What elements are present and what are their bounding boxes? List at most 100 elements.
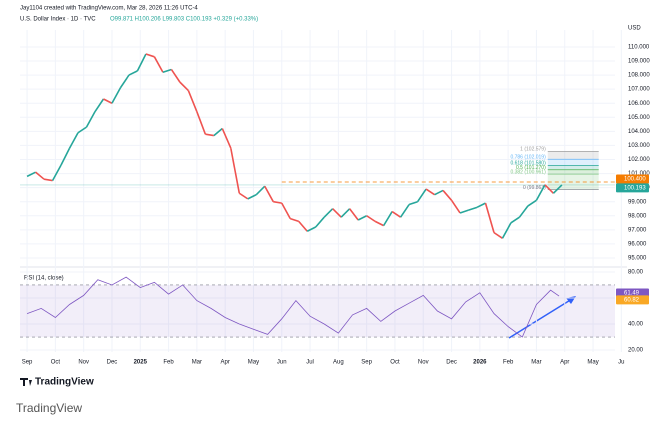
price-segment (382, 211, 393, 227)
price-segment (323, 208, 334, 218)
y-tick-label: 108.000 (628, 73, 650, 79)
rsi-title: RSI (14, close) (24, 276, 64, 282)
x-tick-label: May (587, 360, 598, 366)
x-tick-label: May (248, 360, 259, 366)
price-segment (85, 111, 96, 128)
x-tick-label: Feb (163, 360, 174, 366)
y-tick-label: 96.000 (628, 241, 647, 247)
y-tick-label: 107.000 (628, 87, 650, 93)
author-line: Jay1104 created with TradingView.com, Ma… (20, 6, 198, 12)
fib-label: 0.5 (101.270) (516, 165, 546, 171)
y-tick-label: 20.00 (628, 348, 644, 354)
price-segment (399, 204, 410, 218)
price-segment (374, 220, 384, 227)
price-segment (315, 216, 325, 228)
price-segment (332, 208, 342, 218)
x-tick-label: Sep (22, 360, 33, 366)
y-tick-label: 104.000 (628, 129, 650, 135)
fib-zone (547, 159, 599, 166)
price-tag (616, 183, 649, 193)
fib-zone (547, 169, 599, 175)
price-tag-label: 100.400 (624, 177, 646, 183)
price-segment (247, 193, 257, 200)
y-tick-label: 106.000 (628, 101, 650, 107)
x-tick-label: Nov (78, 360, 89, 366)
price-segment (349, 208, 359, 221)
price-segment (527, 199, 537, 207)
price-segment (162, 68, 172, 74)
x-tick-label: Apr (220, 360, 229, 366)
x-tick-label: Mar (192, 360, 202, 366)
price-segment (60, 147, 71, 166)
fib-label: 0.382 (100.961) (510, 169, 546, 175)
price-segment (306, 226, 317, 232)
price-segment (205, 133, 214, 137)
price-segment (425, 188, 436, 196)
price-segment (103, 98, 113, 104)
y-tick-label: 97.000 (628, 227, 647, 233)
price-tag-label: 61.49 (624, 291, 640, 297)
price-segment (230, 148, 241, 194)
price-segment (119, 74, 130, 89)
x-tick-label: Jul (306, 360, 314, 366)
rsi-line (26, 276, 560, 338)
price-tag (616, 174, 649, 184)
price-tag-label: 100.193 (624, 185, 646, 191)
x-tick-label: Dec (107, 360, 118, 366)
price-segment (340, 208, 351, 218)
price-segment (544, 184, 554, 194)
price-tag (616, 288, 649, 298)
price-segment (357, 215, 368, 221)
fib-label: 0.786 (102.019) (510, 155, 546, 161)
fib-zone (547, 151, 599, 160)
x-tick-label: 2026 (473, 360, 487, 366)
price-segment (408, 200, 418, 206)
price-segment (35, 171, 45, 180)
y-tick-label: 105.000 (628, 115, 650, 121)
price-segment (68, 132, 79, 149)
price-segment (264, 185, 274, 203)
price-segment (273, 200, 282, 204)
x-tick-label: Oct (390, 360, 400, 366)
x-tick-label: Oct (51, 360, 61, 366)
price-segment (77, 126, 87, 134)
x-tick-label: Aug (333, 360, 344, 366)
price-segment (459, 209, 469, 214)
rsi-band (20, 284, 615, 338)
price-segment (281, 202, 291, 219)
fib-zone (547, 165, 599, 170)
price-segment (484, 202, 495, 233)
y-tick-label: 101.000 (628, 171, 650, 177)
price-segment (128, 70, 138, 76)
price-segment (493, 231, 503, 239)
x-tick-label: 2025 (134, 360, 148, 366)
x-tick-label: Sep (361, 360, 372, 366)
price-segment (221, 128, 232, 149)
price-segment (213, 127, 223, 137)
trend-arrow (508, 298, 573, 339)
price-segment (94, 98, 105, 113)
logo-icon (20, 378, 32, 386)
price-segment (468, 206, 478, 211)
currency: USD (628, 26, 641, 32)
price-segment (196, 111, 207, 135)
price-segment (153, 56, 164, 73)
price-segment (238, 192, 249, 200)
x-tick-label: Dec (446, 360, 457, 366)
price-segment (136, 53, 147, 72)
y-tick-label: 95.000 (628, 256, 647, 262)
price-segment (442, 189, 453, 201)
symbol: U.S. Dollar Index · 1D · TVC (20, 17, 96, 23)
ohlc: O99.871 H100.206 L99.803 C100.193 +0.329… (110, 17, 258, 23)
y-tick-label: 110.000 (628, 45, 650, 51)
price-segment (391, 210, 402, 218)
caption: TradingView (16, 401, 82, 415)
price-segment (450, 199, 461, 214)
price-segment (170, 69, 181, 83)
price-segment (26, 171, 36, 178)
y-tick-label: 102.000 (628, 157, 650, 163)
price-segment (416, 188, 427, 203)
price-segment (366, 215, 376, 223)
price-segment (255, 185, 266, 196)
